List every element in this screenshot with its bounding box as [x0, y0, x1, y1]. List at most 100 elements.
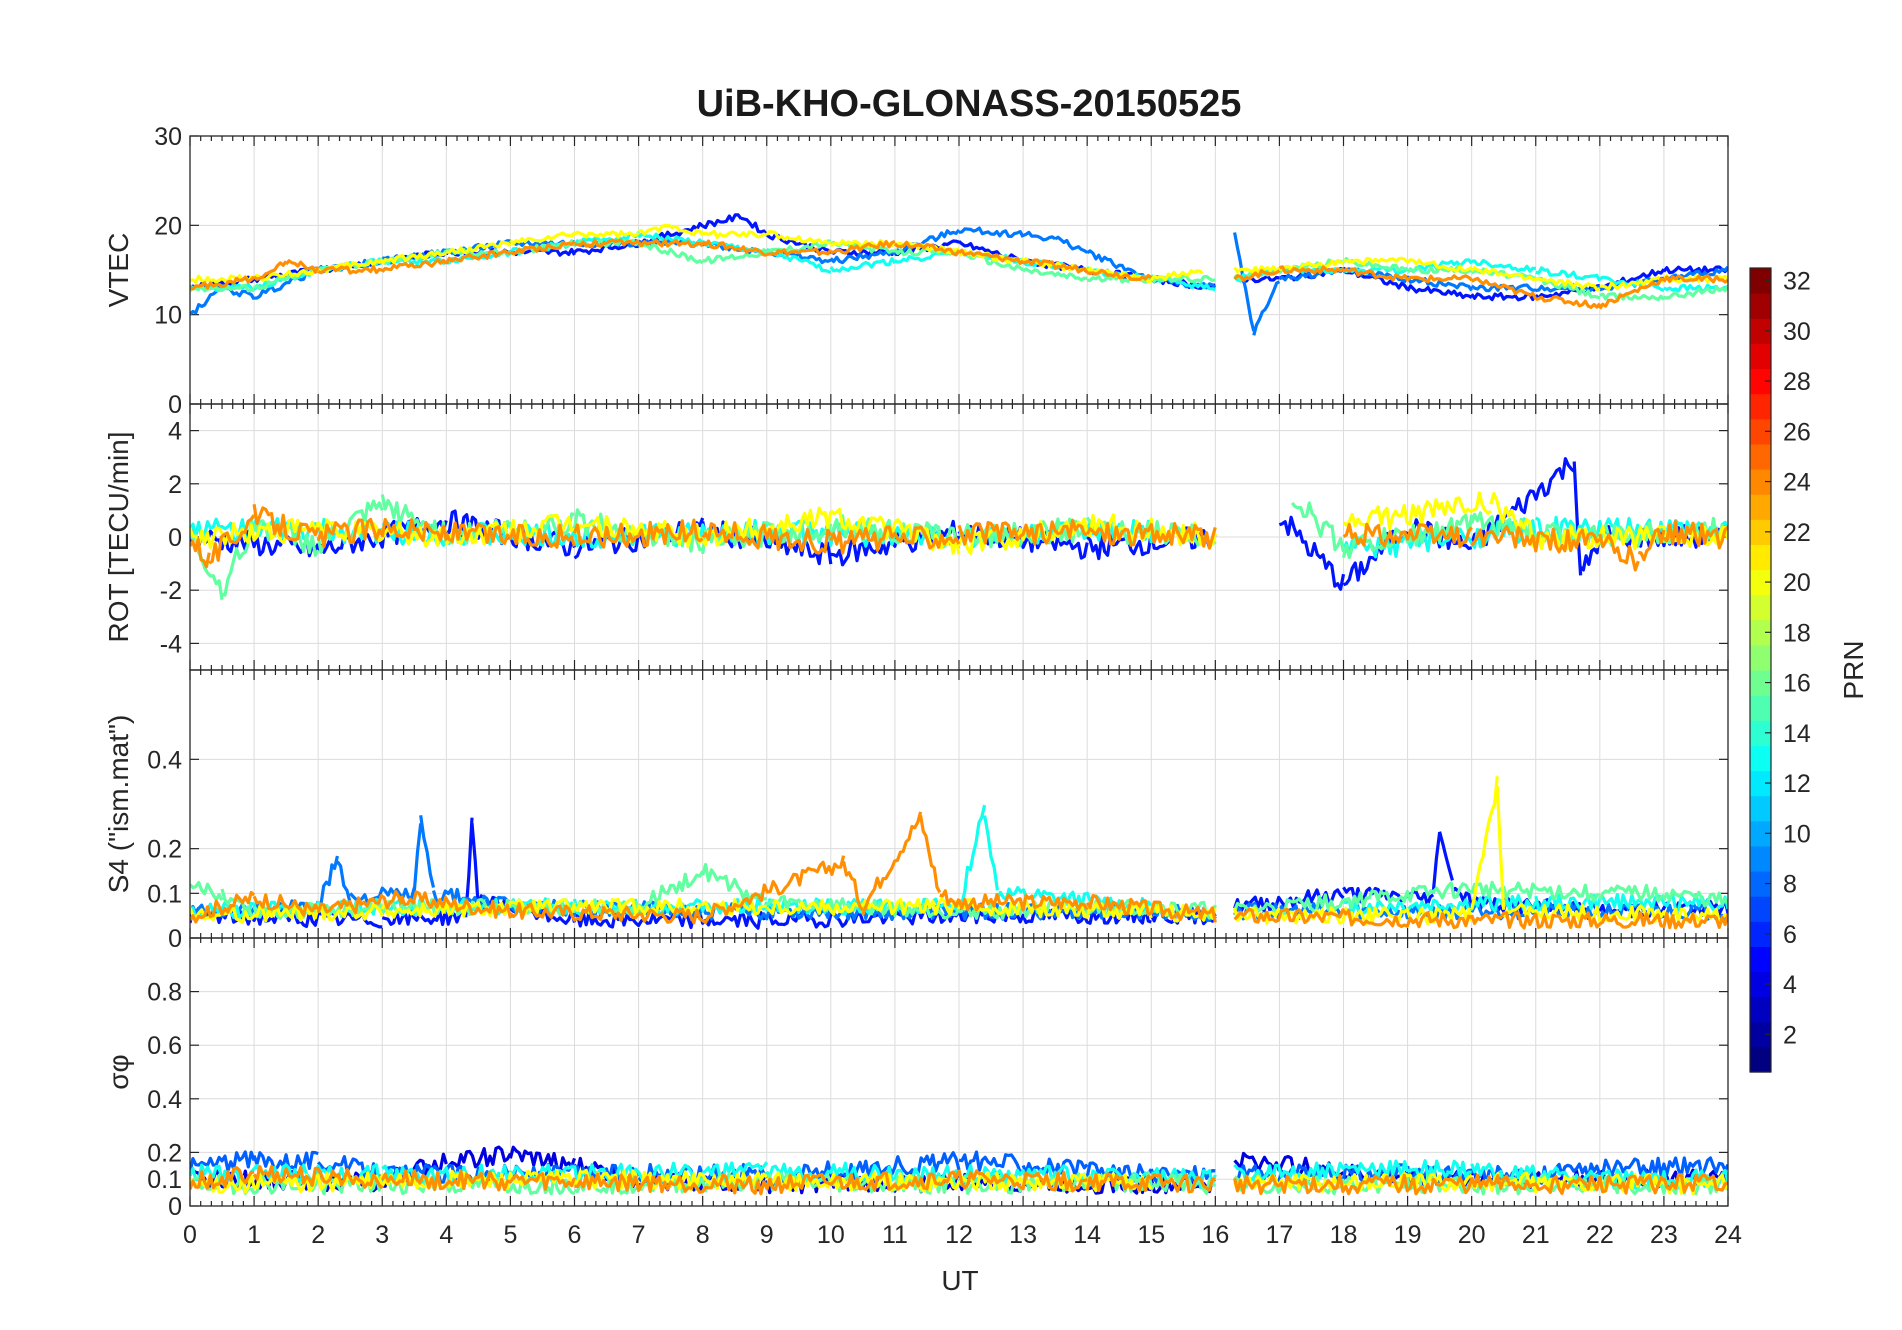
x-tick-label: 20	[1458, 1221, 1486, 1249]
y-tick-label: 30	[154, 123, 182, 151]
x-tick-label: 0	[183, 1221, 197, 1249]
colorbar-swatch	[1750, 921, 1771, 947]
x-tick-label: 18	[1330, 1221, 1358, 1249]
colorbar-swatch	[1750, 443, 1771, 470]
colorbar-swatch	[1750, 343, 1771, 370]
colorbar-swatch	[1750, 845, 1771, 872]
series-line-prn-24	[190, 1164, 1728, 1196]
x-tick-label: 16	[1201, 1221, 1229, 1249]
y-tick-label: -4	[160, 630, 182, 658]
colorbar-swatch	[1750, 519, 1771, 545]
x-tick-label: 6	[568, 1221, 582, 1249]
colorbar-swatch	[1750, 971, 1771, 998]
y-axis-label: VTEC	[103, 233, 134, 308]
colorbar-tick-label: 2	[1783, 1021, 1797, 1049]
colorbar-swatch	[1750, 946, 1771, 973]
y-tick-label: 0.2	[147, 1139, 182, 1167]
series-group	[190, 213, 1728, 336]
colorbar-tick-label: 16	[1783, 670, 1811, 698]
x-tick-label: 10	[817, 1221, 845, 1249]
panel-s4: 0 0.1 0.2 0.4 S4 ("ism.mat")	[103, 669, 1729, 953]
series-line-prn-24	[190, 504, 1728, 572]
colorbar-swatch	[1750, 494, 1771, 520]
colorbar-swatch	[1750, 795, 1771, 822]
colorbar-swatch	[1750, 1046, 1771, 1073]
y-tick-label: 0.1	[147, 1166, 182, 1194]
colorbar-label: PRN	[1838, 640, 1869, 699]
chart-title: UiB-KHO-GLONASS-20150525	[697, 83, 1242, 125]
y-axis-label: ROT [TECU/min]	[103, 431, 134, 642]
x-tick-label: 1	[247, 1221, 261, 1249]
y-tick-label: 20	[154, 212, 182, 240]
colorbar-tick-label: 6	[1783, 921, 1797, 949]
x-axis: 0 1 2 3 4 5 6 7 8 9 10 11 12 13 14 15 16 17 18 19 20 21 22 23 24	[183, 1221, 1742, 1249]
colorbar-swatch	[1750, 670, 1771, 696]
panel-rot: -4 -2 0 2 4 ROT [TECU/min]	[103, 403, 1729, 671]
colorbar-swatch	[1750, 644, 1771, 671]
series-line-prn-24	[190, 238, 1728, 310]
y-tick-label: 0	[168, 524, 182, 552]
y-tick-label: 0.4	[147, 1086, 182, 1114]
y-tick-label: 2	[168, 471, 182, 499]
panel-vtec: 0 10 20 30 VTEC	[103, 123, 1729, 419]
x-tick-label: 8	[696, 1221, 710, 1249]
y-tick-label: 0.4	[147, 746, 182, 774]
colorbar-swatch	[1750, 418, 1771, 445]
colorbar-tick-label: 28	[1783, 368, 1811, 396]
y-tick-label: 0.6	[147, 1032, 182, 1060]
series-group	[190, 776, 1728, 930]
colorbar-tick-label: 30	[1783, 318, 1811, 346]
axes-frame	[189, 937, 1729, 1207]
colorbar-swatch	[1750, 619, 1771, 646]
x-tick-label: 2	[311, 1221, 325, 1249]
x-tick-label: 14	[1073, 1221, 1101, 1249]
y-tick-label: 0	[168, 391, 182, 419]
x-tick-label: 19	[1394, 1221, 1422, 1249]
colorbar-swatch	[1750, 871, 1771, 897]
y-tick-label: 10	[154, 302, 182, 330]
y-tick-label: 0.1	[147, 880, 182, 908]
x-axis-label: UT	[941, 1265, 978, 1296]
x-tick-label: 15	[1137, 1221, 1165, 1249]
y-tick-label: 0	[168, 1193, 182, 1221]
y-tick-label: 0.2	[147, 836, 182, 864]
x-tick-label: 5	[503, 1221, 517, 1249]
colorbar-swatch	[1750, 393, 1771, 420]
colorbar-swatch	[1750, 720, 1771, 746]
colorbar-swatch	[1750, 368, 1771, 395]
series-group	[190, 1145, 1728, 1196]
y-tick-label: 0.8	[147, 979, 182, 1007]
colorbar-tick-label: 26	[1783, 418, 1811, 446]
colorbar-frame	[1749, 267, 1772, 1073]
colorbar-swatch	[1750, 544, 1771, 571]
colorbar-swatch	[1750, 318, 1771, 344]
colorbar-tick-label: 4	[1783, 971, 1797, 999]
y-tick-label: 0	[168, 925, 182, 953]
x-tick-label: 4	[439, 1221, 453, 1249]
colorbar-tick-label: 32	[1783, 268, 1811, 296]
y-tick-label: -2	[160, 577, 182, 605]
colorbar-swatch	[1750, 820, 1771, 847]
series-group	[190, 457, 1728, 600]
colorbar-swatch	[1750, 469, 1771, 495]
x-tick-label: 9	[760, 1221, 774, 1249]
colorbar-swatch	[1750, 770, 1771, 797]
colorbar-tick-label: 12	[1783, 770, 1811, 798]
colorbar-tick-label: 18	[1783, 619, 1811, 647]
x-tick-label: 24	[1714, 1221, 1742, 1249]
x-tick-label: 23	[1650, 1221, 1678, 1249]
x-tick-label: 7	[632, 1221, 646, 1249]
y-axis-label: S4 ("ism.mat")	[103, 715, 134, 894]
colorbar-tick-label: 14	[1783, 720, 1811, 748]
colorbar-swatch	[1750, 896, 1771, 922]
x-tick-label: 12	[945, 1221, 973, 1249]
x-tick-label: 22	[1586, 1221, 1614, 1249]
colorbar-tick-label: 20	[1783, 569, 1811, 597]
panel-sigma_phi: 00.10.2 0.4 0.6 0.8 σφ	[103, 937, 1729, 1221]
x-tick-label: 21	[1522, 1221, 1550, 1249]
colorbar-swatch	[1750, 695, 1771, 721]
colorbar-swatch	[1750, 1021, 1771, 1048]
colorbar-swatch	[1750, 293, 1771, 319]
